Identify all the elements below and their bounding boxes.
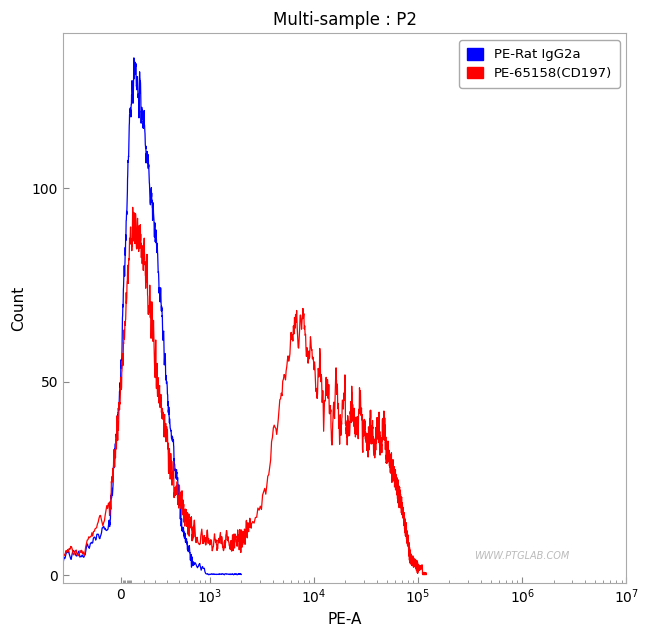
Legend: PE-Rat IgG2a, PE-65158(CD197): PE-Rat IgG2a, PE-65158(CD197) bbox=[460, 40, 619, 88]
Title: Multi-sample : P2: Multi-sample : P2 bbox=[272, 11, 417, 29]
X-axis label: PE-A: PE-A bbox=[328, 612, 362, 627]
Y-axis label: Count: Count bbox=[11, 286, 26, 330]
Text: WWW.PTGLAB.COM: WWW.PTGLAB.COM bbox=[474, 551, 569, 561]
